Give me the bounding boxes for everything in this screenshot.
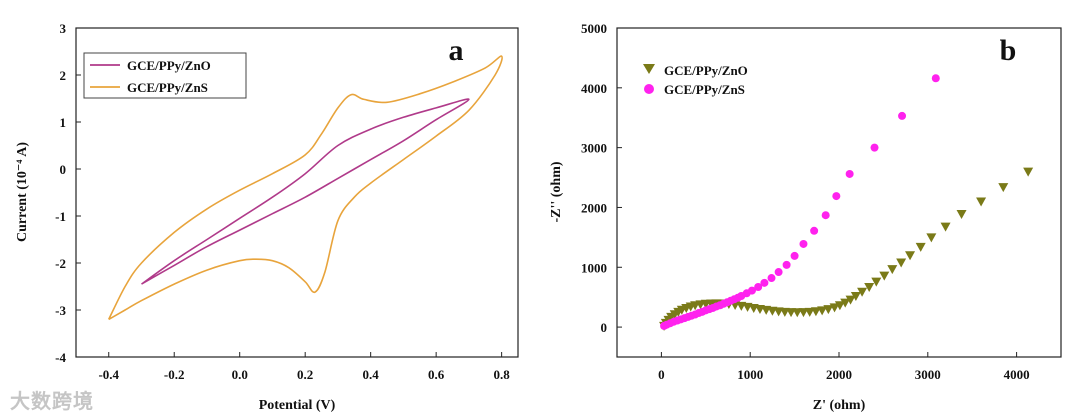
point-zns — [832, 192, 841, 201]
panel-a-y-tick-label: 3 — [60, 21, 67, 36]
panel-a-y-tick-label: -4 — [55, 350, 66, 365]
point-zno — [817, 306, 828, 316]
panel-a-x-tick-label: 0.2 — [297, 367, 313, 382]
point-zno — [926, 233, 937, 243]
point-zns — [870, 143, 879, 152]
panel-b-y-tick-label: 5000 — [581, 21, 607, 36]
legend-label-eis-zns: GCE/PPy/ZnS — [664, 82, 745, 97]
panel-a-x-tick-label: -0.4 — [98, 367, 119, 382]
panel-b-x-axis-label: Z' (ohm) — [813, 398, 866, 413]
panel-a-x-tick-label: 0.0 — [232, 367, 248, 382]
panel-b-y-tick-label: 3000 — [581, 141, 607, 156]
point-zno — [998, 183, 1009, 193]
panel-a-x-tick-label: -0.2 — [164, 367, 185, 382]
legend-label-zns: GCE/PPy/ZnS — [127, 80, 208, 95]
point-zns — [931, 74, 940, 83]
panel-b-x-tick-label: 3000 — [915, 367, 941, 382]
panel-b-y-ticks: 0 1000 2000 3000 4000 5000 — [581, 21, 622, 335]
point-zno — [792, 308, 803, 318]
panel-b-legend: GCE/PPy/ZnO GCE/PPy/ZnS — [643, 63, 748, 97]
panel-a-legend: GCE/PPy/ZnO GCE/PPy/ZnS — [83, 52, 247, 99]
point-zns — [767, 274, 776, 283]
point-zno — [829, 303, 840, 313]
panel-b-x-tick-label: 4000 — [1004, 367, 1030, 382]
point-zns — [810, 226, 819, 235]
panel-b-letter: b — [1000, 34, 1017, 67]
panel-b-x-tick-label: 1000 — [737, 367, 763, 382]
point-zno — [915, 242, 926, 252]
panel-a-y-tick-label: 0 — [60, 162, 67, 177]
point-zno — [956, 210, 967, 220]
point-zno — [879, 271, 890, 281]
panel-a-y-tick-label: -2 — [55, 256, 66, 271]
point-zno — [905, 251, 916, 261]
panel-a-y-tick-label: 1 — [60, 115, 67, 130]
point-zns — [754, 283, 763, 292]
point-zns — [821, 211, 830, 220]
panel-b-x-ticks: 0 1000 2000 3000 4000 — [658, 352, 1030, 382]
panel-a-y-tick-label: -3 — [55, 303, 66, 318]
point-zno — [896, 258, 907, 268]
legend-marker-zno — [643, 64, 655, 74]
legend-label-eis-zno: GCE/PPy/ZnO — [664, 63, 748, 78]
point-zns — [898, 111, 907, 120]
point-zns — [799, 239, 808, 248]
point-zno — [887, 265, 898, 275]
point-zno — [1023, 167, 1034, 177]
point-zns — [790, 251, 799, 260]
panel-b-x-tick-label: 2000 — [826, 367, 852, 382]
point-zno — [850, 291, 861, 301]
panel-a-y-ticks: -4 -3 -2 -1 0 1 2 3 — [55, 21, 81, 365]
panel-a-frame — [75, 27, 519, 358]
panel-b: 0 1000 2000 3000 4000 010002000300040005000 … — [549, 21, 1062, 413]
point-zno — [857, 287, 868, 297]
panel-b-y-tick-label: 2000 — [581, 200, 607, 215]
point-zno — [940, 222, 951, 232]
panel-a-letter: a — [449, 34, 464, 67]
point-zns — [774, 268, 783, 277]
panel-a-y-tick-label: -1 — [55, 209, 66, 224]
point-zns — [845, 169, 854, 178]
panel-a-x-axis-label: Potential (V) — [259, 398, 336, 413]
panel-b-points — [659, 74, 1034, 331]
point-zns — [747, 286, 756, 295]
legend-marker-zns — [644, 84, 654, 94]
panel-a-x-ticks: -0.4 -0.2 0.0 0.2 0.4 0.6 0.8 — [98, 352, 510, 382]
legend-label-zno: GCE/PPy/ZnO — [127, 58, 211, 73]
panel-b-y-tick-label: 4000 — [581, 81, 607, 96]
series-line-zno — [141, 98, 470, 285]
point-zno — [804, 307, 815, 317]
point-zno — [798, 308, 809, 318]
panel-a-y-axis-label: Current (10⁻⁴ A) — [15, 142, 30, 242]
point-zno — [864, 283, 875, 293]
panel-b-y-tick-label: 0 — [601, 320, 608, 335]
point-zno — [845, 295, 856, 305]
point-zno — [823, 305, 834, 315]
point-zns — [760, 278, 769, 287]
watermark: 大数跨境 — [10, 389, 94, 413]
panel-b-y-tick-label: 1000 — [581, 260, 607, 275]
point-zns — [782, 260, 791, 269]
point-zno — [810, 307, 821, 317]
series-line-zns — [107, 55, 503, 321]
point-zno — [840, 298, 851, 308]
point-zno — [871, 277, 882, 287]
panel-a-x-tick-label: 0.4 — [363, 367, 380, 382]
panel-a-x-tick-label: 0.6 — [428, 367, 445, 382]
panel-a-legend-box — [83, 52, 247, 99]
panel-b-y-axis-label: -Z'' (ohm) — [549, 161, 564, 222]
panel-a-y-tick-label: 2 — [60, 68, 67, 83]
panel-a: -0.4 -0.2 0.0 0.2 0.4 0.6 0.8 -4 -3 -2 -1 0 1 2 3 Pot… — [15, 21, 519, 413]
point-zno — [834, 301, 845, 311]
panel-a-x-tick-label: 0.8 — [494, 367, 511, 382]
panel-b-x-tick-label: 0 — [658, 367, 665, 382]
point-zno — [976, 197, 987, 207]
